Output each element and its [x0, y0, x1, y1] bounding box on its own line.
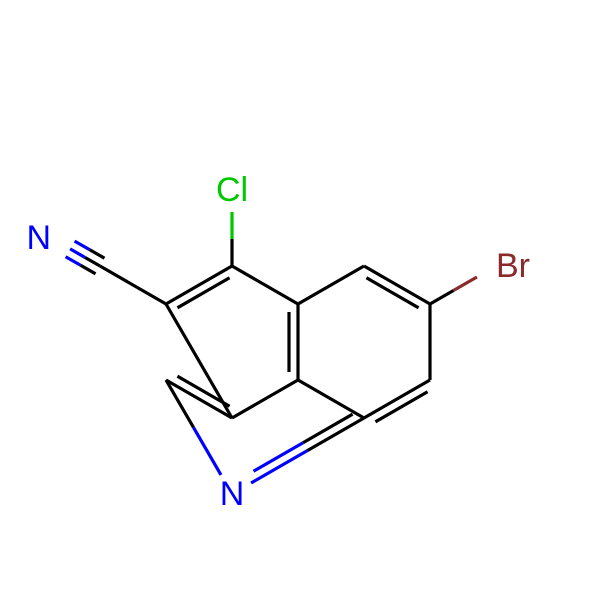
atom-label-br: Br	[496, 247, 530, 285]
atom-label-n: N	[220, 475, 245, 513]
atom-label-n: N	[26, 219, 51, 257]
atom-label-cl: Cl	[216, 171, 248, 209]
molecule-diagram: N Cl N Br	[0, 0, 600, 600]
